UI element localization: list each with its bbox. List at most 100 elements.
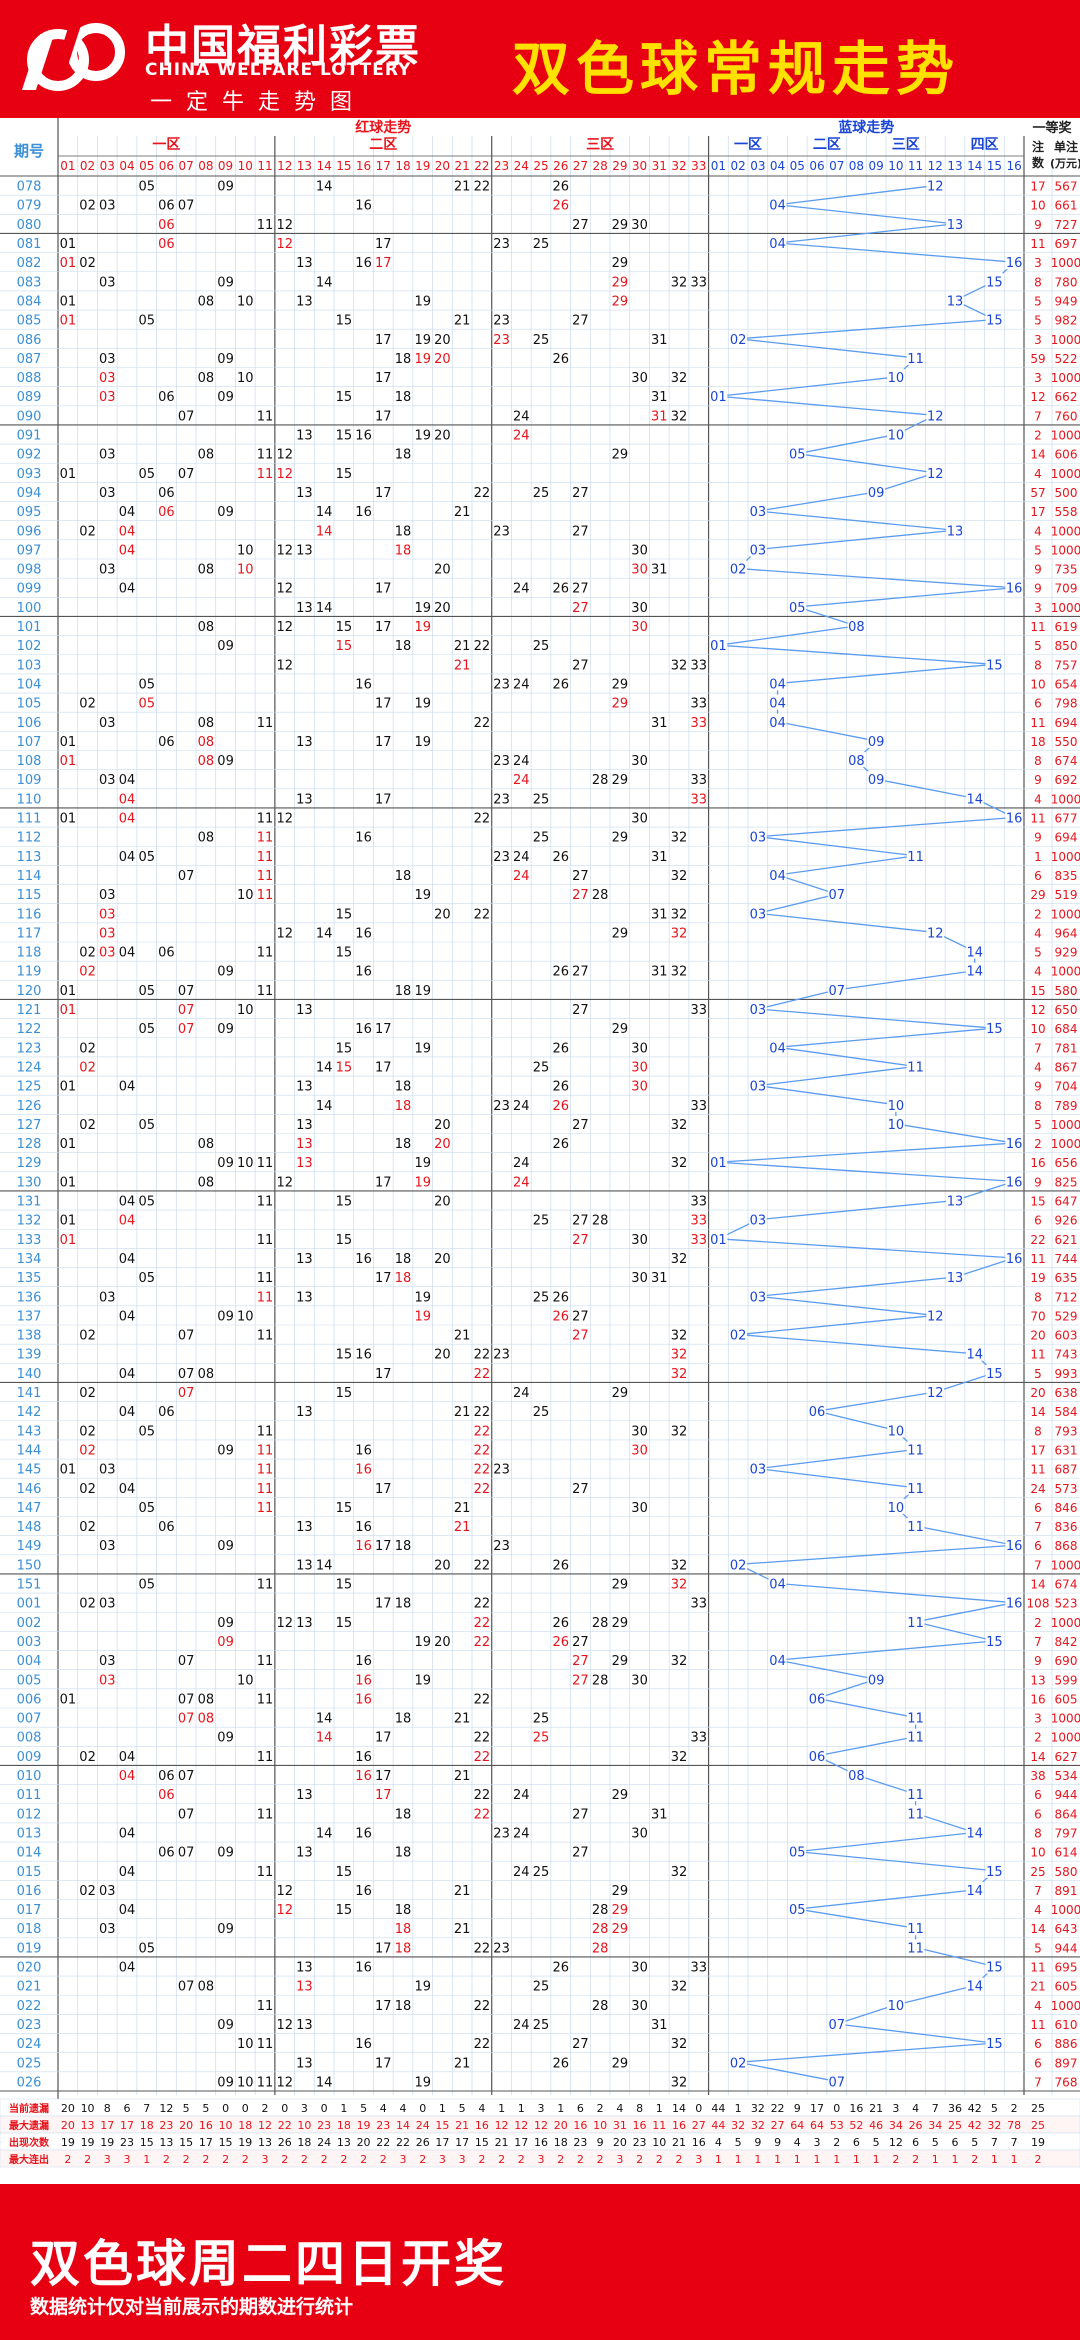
stat-red-value: 2 <box>636 2153 643 2166</box>
stat-blue-value: 1 <box>794 2153 801 2166</box>
blue-ball-bg <box>965 1824 984 1840</box>
prize-count-value: 14 <box>1030 1750 1045 1764</box>
stat-red-value: 12 <box>534 2119 548 2132</box>
stat-red-value: 8 <box>636 2102 643 2115</box>
prize-amount-value: 1000 <box>1051 333 1080 347</box>
red-ball-number: 13 <box>296 1080 313 1095</box>
prize-count-value: 11 <box>1030 716 1045 730</box>
blue-ball-bg <box>887 369 905 385</box>
red-ball-number: 32 <box>671 1750 688 1765</box>
red-ball-number: 04 <box>119 812 136 827</box>
prize-count-value: 11 <box>1030 2018 1045 2032</box>
red-ball-number: 29 <box>612 294 629 309</box>
prize-count-value: 6 <box>1034 697 1042 711</box>
stat-red-value: 0 <box>222 2102 229 2115</box>
blue-ball-number: 02 <box>730 333 747 348</box>
red-ball-number: 03 <box>99 907 116 922</box>
prize-count-value: 9 <box>1034 831 1042 845</box>
blue-ball-bg <box>965 1345 984 1361</box>
red-ball-number: 16 <box>355 1750 372 1765</box>
red-ball-number: 27 <box>572 314 589 329</box>
red-number-header: 23 <box>494 159 509 173</box>
red-ball-number: 29 <box>612 1386 629 1401</box>
red-ball-number: 30 <box>631 1060 648 1075</box>
red-ball-number: 16 <box>355 1673 372 1688</box>
blue-ball-bg <box>749 503 767 519</box>
red-ball-number: 06 <box>158 946 175 961</box>
blue-ball-bg <box>827 886 846 902</box>
stat-blue-value: 5 <box>735 2136 742 2149</box>
red-ball-number: 25 <box>533 1214 550 1229</box>
red-ball-number: 13 <box>296 1846 313 1861</box>
red-ball-number: 20 <box>434 1558 451 1573</box>
red-ball-number: 28 <box>592 1941 609 1956</box>
red-ball-number: 20 <box>434 352 451 367</box>
prize-amount-value: 656 <box>1055 1156 1078 1170</box>
issue-number: 108 <box>17 754 42 769</box>
red-number-header: 33 <box>691 159 706 173</box>
prize-amount-value: 929 <box>1055 946 1078 960</box>
stat-red-value: 23 <box>633 2136 647 2149</box>
red-ball-number: 23 <box>493 333 510 348</box>
red-ball-number: 18 <box>395 543 412 558</box>
stat-blue-value: 22 <box>771 2102 785 2115</box>
blue-ball-number: 02 <box>730 563 747 578</box>
blue-ball-bg <box>749 905 767 921</box>
stat-blue-value: 1 <box>833 2153 840 2166</box>
stat-red-value: 14 <box>672 2102 686 2115</box>
red-ball-number: 20 <box>434 1137 451 1152</box>
red-ball-number: 16 <box>355 2037 372 2052</box>
stat-red-value: 5 <box>459 2102 466 2115</box>
red-ball-number: 01 <box>60 1137 77 1152</box>
red-ball-number: 27 <box>572 1807 589 1822</box>
red-number-header: 26 <box>553 159 568 173</box>
red-ball-number: 24 <box>513 1865 530 1880</box>
blue-ball-bg <box>887 1422 905 1438</box>
prize-amount-value: 697 <box>1055 237 1078 251</box>
red-ball-number: 25 <box>533 1060 550 1075</box>
issue-number: 119 <box>17 965 42 980</box>
issue-number: 115 <box>17 888 42 903</box>
red-ball-number: 32 <box>671 1367 688 1382</box>
prize-amount-value: 1000 <box>1051 524 1080 538</box>
blue-ball-number: 14 <box>966 1884 983 1899</box>
blue-ball-bg <box>768 694 787 710</box>
blue-ball-bg <box>1005 1249 1023 1265</box>
stat-red-value: 5 <box>183 2102 190 2115</box>
prize-count-value: 9 <box>1034 773 1042 787</box>
stat-red-value: 0 <box>242 2102 249 2115</box>
prize-amount-value: 606 <box>1055 448 1078 462</box>
red-ball-number: 29 <box>612 218 629 233</box>
issue-number: 116 <box>17 907 42 922</box>
red-ball-number: 32 <box>671 1424 688 1439</box>
issue-number: 097 <box>17 543 42 558</box>
red-ball-number: 21 <box>454 1712 471 1727</box>
blue-ball-bg <box>768 866 787 882</box>
red-ball-number: 14 <box>316 926 333 941</box>
stat-red-value: 24 <box>416 2119 430 2132</box>
stat-blue-value: 34 <box>928 2119 942 2132</box>
red-ball-number: 19 <box>414 1041 431 1056</box>
red-ball-number: 15 <box>336 639 353 654</box>
issue-number: 014 <box>17 1846 42 1861</box>
red-ball-number: 04 <box>119 1252 136 1267</box>
red-ball-number: 24 <box>513 869 530 884</box>
red-ball-number: 29 <box>612 448 629 463</box>
red-ball-number: 13 <box>296 2018 313 2033</box>
red-ball-number: 01 <box>60 1080 77 1095</box>
red-ball-number: 16 <box>355 1022 372 1037</box>
blue-ball-bg <box>887 1996 905 2012</box>
blue-ball-number: 13 <box>947 1195 964 1210</box>
blue-ball-number: 09 <box>868 735 885 750</box>
stat-blue-value: 1 <box>873 2153 880 2166</box>
prize-count-value: 8 <box>1034 658 1042 672</box>
red-ball-number: 13 <box>296 1558 313 1573</box>
prize-count-value: 5 <box>1034 639 1042 653</box>
red-ball-number: 04 <box>119 792 136 807</box>
stat-red-value: 12 <box>159 2102 173 2115</box>
red-ball-number: 32 <box>671 1865 688 1880</box>
prize-amount-value: 603 <box>1055 1329 1078 1343</box>
prize-amount-value: 1000 <box>1051 1712 1080 1726</box>
red-ball-number: 16 <box>355 1520 372 1535</box>
red-ball-number: 17 <box>375 620 392 635</box>
